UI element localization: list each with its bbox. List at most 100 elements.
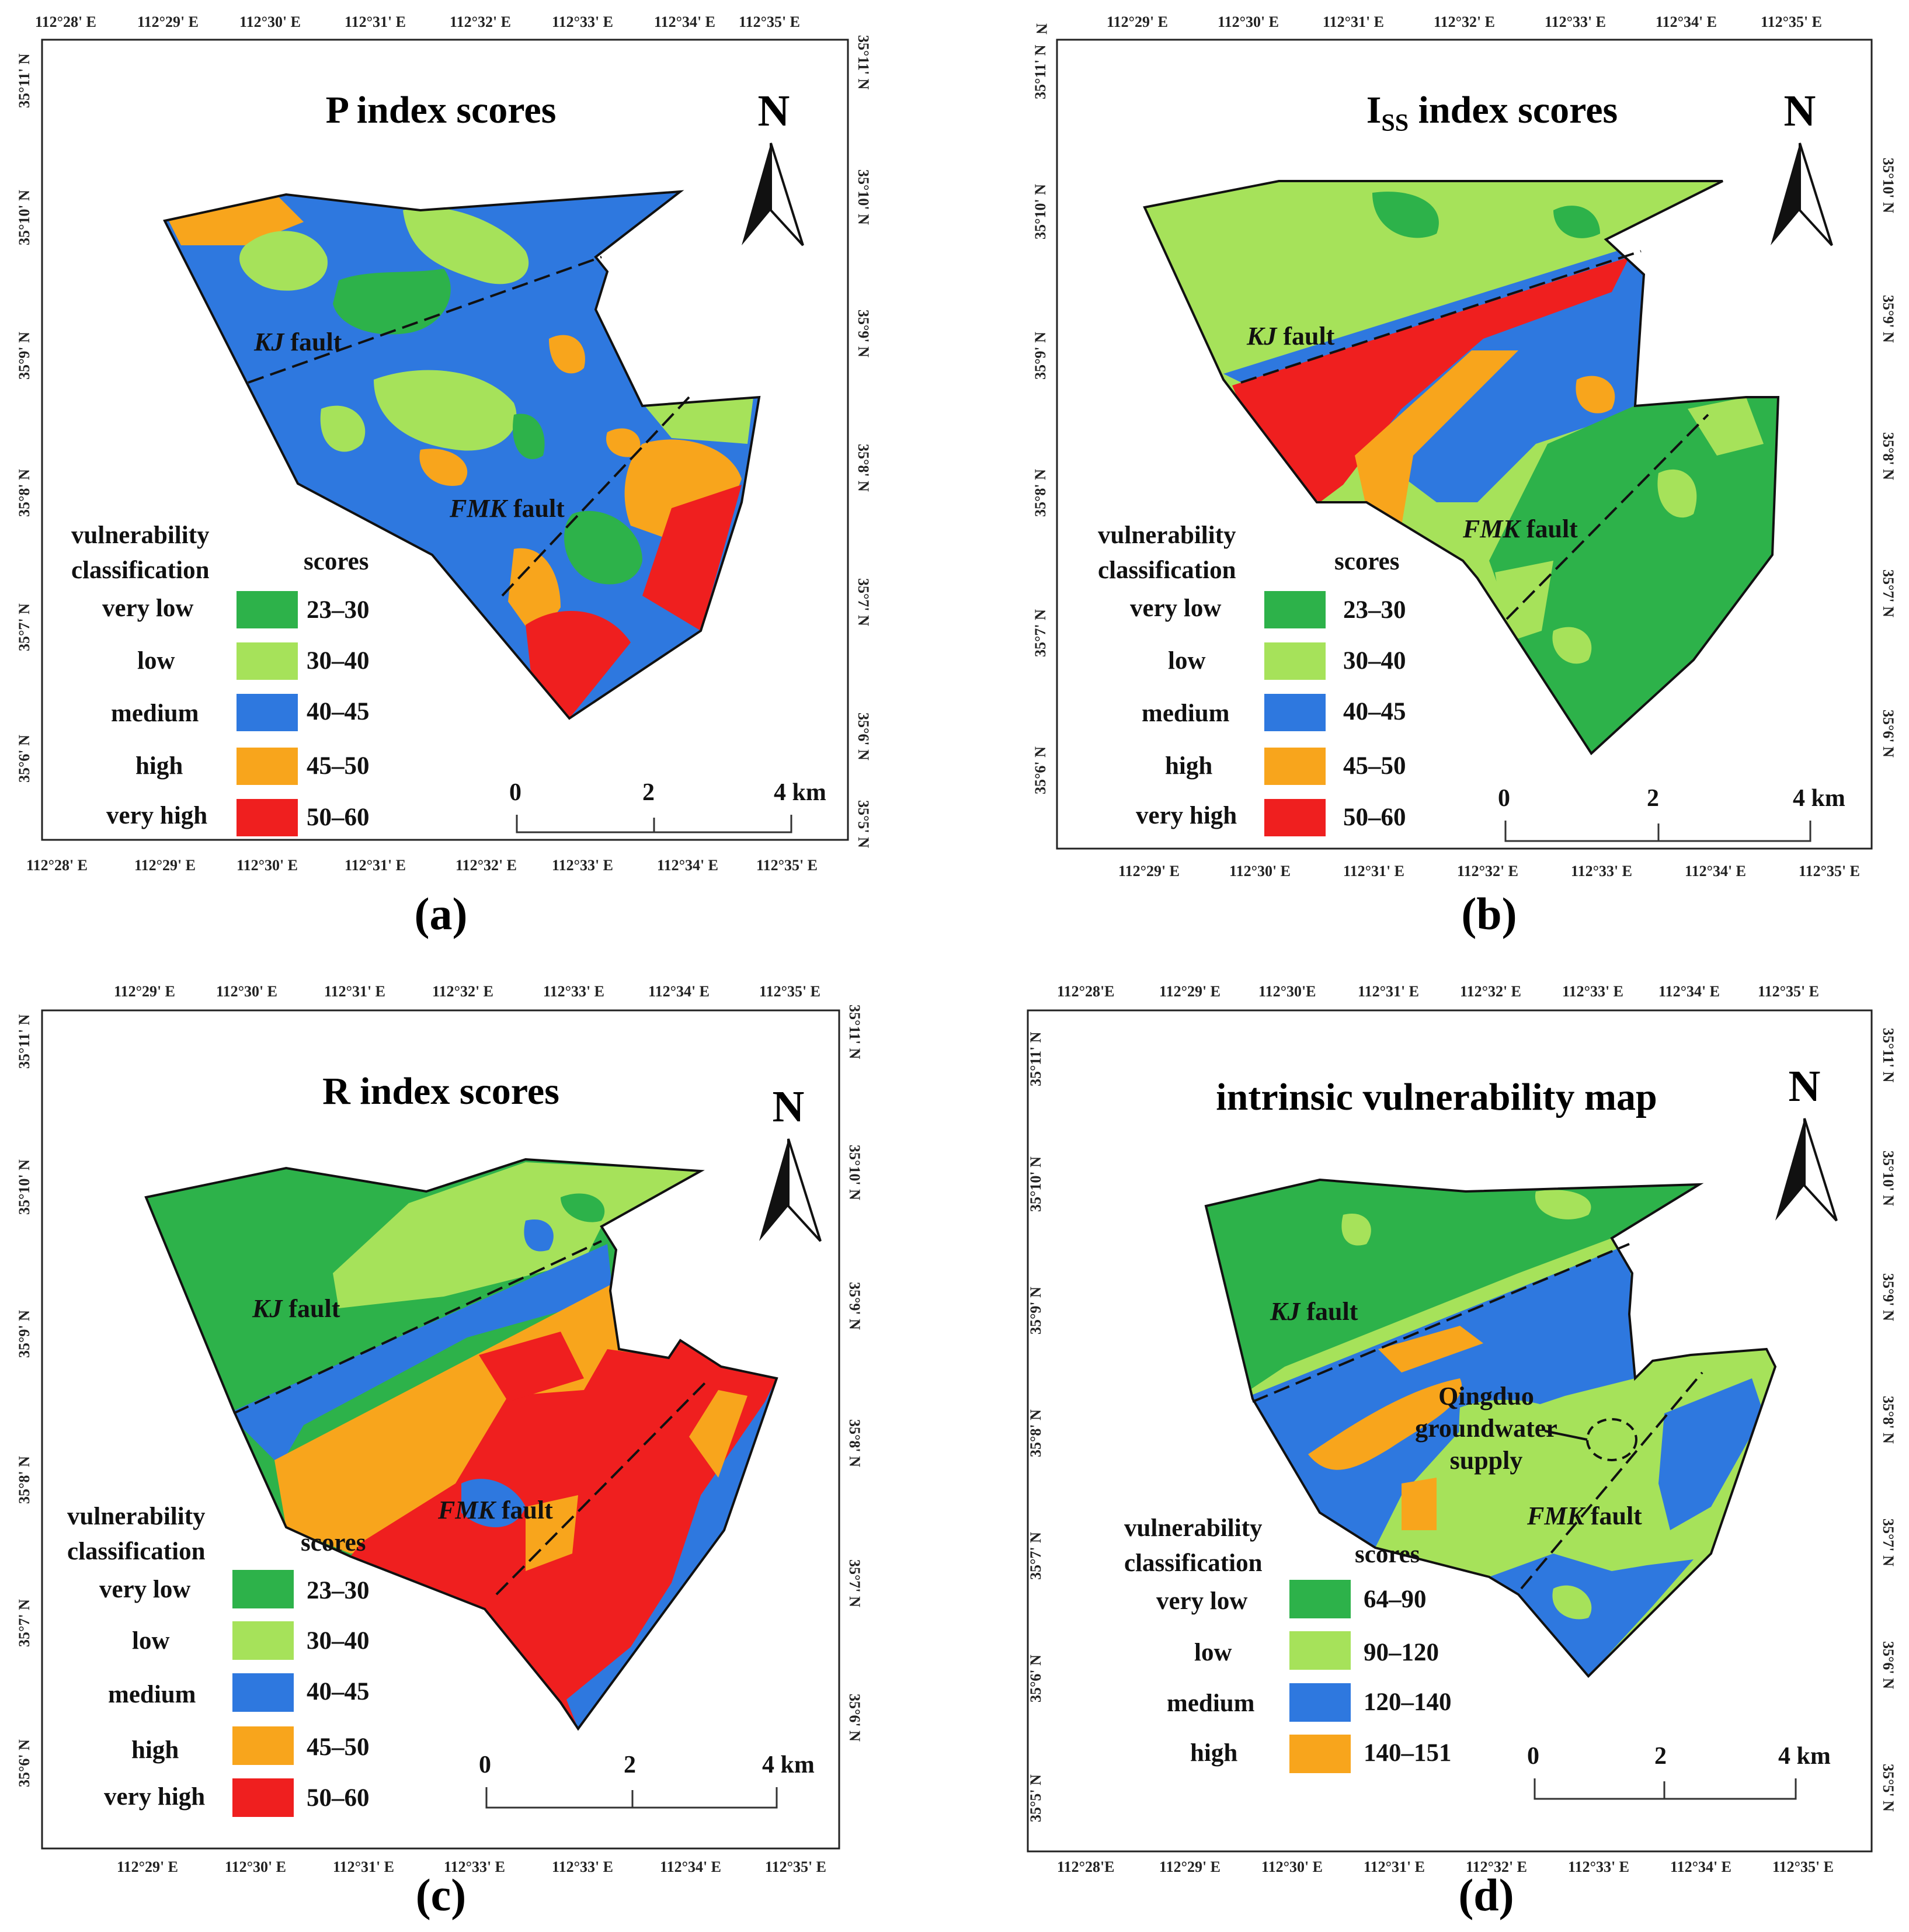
coord-label: 35°7' N xyxy=(1880,569,1897,617)
coord-label: 35°11' N xyxy=(855,35,872,90)
region-very-high xyxy=(642,485,742,631)
coord-label: 112°32' E xyxy=(1457,863,1518,880)
coord-label: 112°33' E xyxy=(552,857,613,874)
legend-range: 40–45 xyxy=(1343,698,1406,725)
scale-label: 4 km xyxy=(774,779,826,806)
legend-item: high 45–50 xyxy=(135,748,370,785)
top-coord-labels: 112°28'E 112°29' E 112°30'E 112°31' E 11… xyxy=(1057,983,1819,1000)
coord-label: 112°33' E xyxy=(552,1858,613,1875)
legend-heading: classification xyxy=(67,1538,206,1565)
legend-item: very low 23–30 xyxy=(102,591,370,628)
kj-fault-label: KJ fault xyxy=(1246,322,1335,350)
coord-label: 112°35' E xyxy=(756,857,818,874)
scale-label: 2 xyxy=(642,779,655,806)
coord-label: 112°33' E xyxy=(1568,1858,1629,1875)
north-arrow: N xyxy=(1775,1062,1838,1222)
coord-label: 112°31' E xyxy=(345,857,406,874)
panel-b: N 112°29' E 112°30' E 112°31' E 112°32' … xyxy=(1032,13,1897,880)
coord-label: 112°32' E xyxy=(1466,1858,1527,1875)
region-very-low xyxy=(1206,1180,1699,1390)
region-low xyxy=(320,405,366,452)
coord-label: 35°8' N xyxy=(846,1419,863,1467)
legend-scores-header: scores xyxy=(301,1529,366,1556)
scale-bar: 0 2 4 km xyxy=(1498,785,1845,842)
legend-label: very low xyxy=(102,595,193,622)
coord-label: 35°10' N xyxy=(1027,1156,1044,1212)
coord-label: 35°9' N xyxy=(1027,1287,1044,1335)
left-coord-labels: 35°11' N 35°10' N 35°9' N 35°8' N 35°7' … xyxy=(16,1014,33,1787)
legend-swatch xyxy=(232,1726,294,1765)
region-very-low xyxy=(1372,192,1439,238)
panel-caption: (c) xyxy=(415,1870,467,1920)
scale-label: 4 km xyxy=(1778,1743,1831,1770)
legend-swatch xyxy=(232,1570,294,1608)
legend-range: 45–50 xyxy=(307,752,370,780)
legend-scores-header: scores xyxy=(1355,1541,1420,1568)
region-high xyxy=(1576,376,1615,413)
coord-label: 112°29' E xyxy=(117,1858,178,1875)
region-high xyxy=(1402,1478,1437,1530)
coord-label: N xyxy=(1033,23,1050,34)
coord-label: 112°33' E xyxy=(1562,983,1623,1000)
panel-title: P index scores xyxy=(326,89,557,131)
region-low xyxy=(1535,1190,1591,1219)
region-low xyxy=(374,370,517,451)
coord-label: 112°29' E xyxy=(134,857,196,874)
region-medium xyxy=(1658,1378,1764,1530)
coord-label: 112°28' E xyxy=(35,13,96,30)
north-arrow-icon xyxy=(759,1139,788,1241)
fmk-fault-label: FMK fault xyxy=(449,494,565,523)
coord-label: 112°34' E xyxy=(1658,983,1720,1000)
region-medium xyxy=(524,1219,554,1252)
kj-fault-line xyxy=(248,256,602,384)
legend-item: medium 40–45 xyxy=(1142,694,1406,731)
coord-label: 112°30' E xyxy=(237,857,298,874)
panel-title: intrinsic vulnerability map xyxy=(1216,1076,1657,1118)
region-high xyxy=(549,335,585,374)
coord-label: 112°34' E xyxy=(1656,13,1717,30)
coord-label: 112°30' E xyxy=(239,13,301,30)
legend-heading: vulnerability xyxy=(71,522,210,549)
coord-label: 112°35' E xyxy=(759,983,820,1000)
coord-label: 112°34' E xyxy=(1685,863,1746,880)
coord-label: 112°29' E xyxy=(114,983,175,1000)
left-coord-labels: 35°11' N 35°10' N 35°9' N 35°8' N 35°7' … xyxy=(1027,1031,1044,1822)
region-low xyxy=(1552,1585,1592,1620)
north-label: N xyxy=(773,1082,805,1131)
legend: vulnerability classification scores very… xyxy=(67,1503,370,1817)
coord-label: 35°6' N xyxy=(1880,710,1897,757)
coord-label: 35°6' N xyxy=(1880,1641,1897,1689)
coord-label: 35°11' N xyxy=(1027,1031,1044,1086)
qingduo-label: Qingduo xyxy=(1438,1382,1534,1410)
north-label: N xyxy=(1789,1062,1821,1111)
bottom-coord-labels: 112°28' E 112°29' E 112°30' E 112°31' E … xyxy=(26,857,818,874)
coord-label: 112°35' E xyxy=(1772,1858,1834,1875)
north-arrow-icon xyxy=(1771,143,1800,245)
panel-caption: (d) xyxy=(1458,1870,1514,1920)
coord-label: 35°9' N xyxy=(1880,1273,1897,1321)
legend-item: very high 50–60 xyxy=(104,1778,370,1817)
coord-label: 35°10' N xyxy=(1880,158,1897,213)
scale-bar: 0 2 4 km xyxy=(509,779,826,833)
coord-label: 35°7' N xyxy=(855,578,872,626)
coord-label: 35°11' N xyxy=(16,53,33,108)
coord-label: 112°31' E xyxy=(1323,13,1384,30)
region-low xyxy=(1341,1214,1371,1246)
legend-range: 40–45 xyxy=(307,1678,370,1705)
coord-label: 35°8' N xyxy=(1880,1396,1897,1444)
region-low xyxy=(1657,469,1697,518)
region-low xyxy=(403,207,529,284)
coord-label: 112°34' E xyxy=(654,13,715,30)
region-low xyxy=(1459,1399,1601,1530)
coord-label: 112°32' E xyxy=(455,857,517,874)
region-very-low xyxy=(1553,206,1600,238)
left-coord-labels: 35°11' N 35°10' N 35°9' N 35°8' N 35°7' … xyxy=(16,53,33,783)
coord-label: 35°6' N xyxy=(16,735,33,783)
region-very-low xyxy=(333,269,451,335)
legend-range: 64–90 xyxy=(1364,1586,1427,1613)
region-medium xyxy=(228,1244,613,1466)
study-area-outline xyxy=(144,1158,778,1731)
coord-label: 35°10' N xyxy=(1032,184,1049,239)
kj-fault-line xyxy=(1240,250,1642,384)
region-low xyxy=(239,231,328,291)
